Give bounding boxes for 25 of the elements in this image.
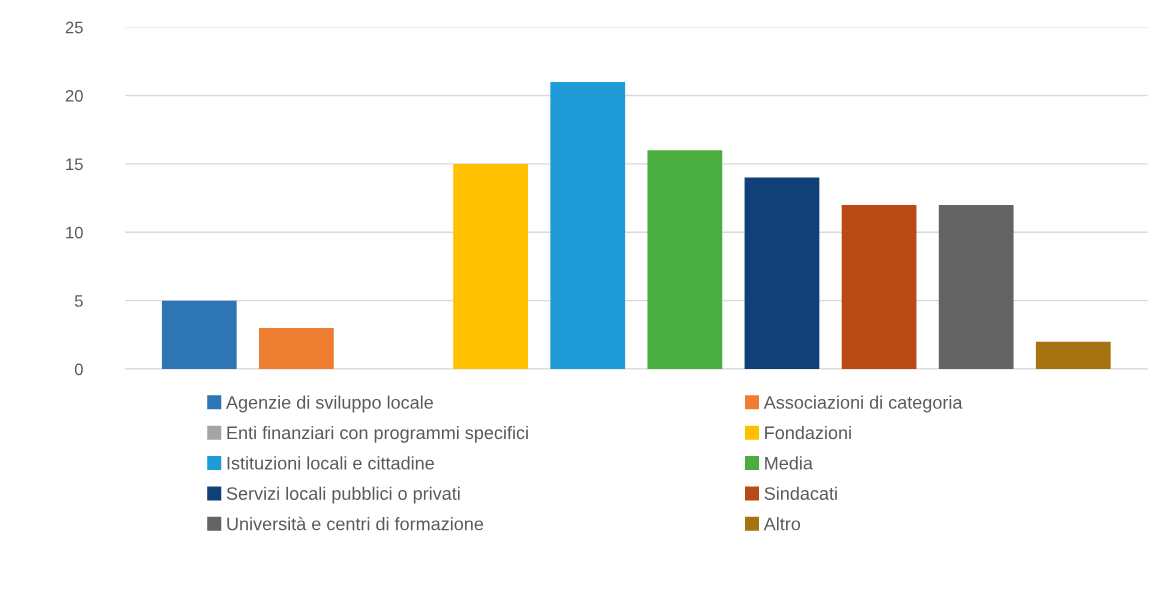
legend-label: Agenzie di sviluppo locale [226, 395, 433, 413]
y-tick-label: 15 [66, 158, 83, 171]
legend-label: Istituzioni locali e cittadine [227, 456, 434, 470]
legend-label: Università e centri di formazione [227, 516, 484, 531]
legend-label: Associazioni di categoria [763, 395, 963, 413]
bar [938, 204, 1014, 370]
bar [453, 163, 529, 370]
bar [647, 150, 723, 370]
bar [841, 204, 917, 370]
y-tick-label: 5 [74, 295, 83, 307]
y-tick-label: 10 [66, 226, 83, 239]
y-tick-label: 25 [65, 21, 83, 34]
y-tick-label: 20 [65, 89, 83, 102]
bar [744, 177, 820, 370]
bar [161, 300, 237, 370]
bar [550, 81, 626, 370]
legend-label: Enti finanziari con programmi specifici [227, 425, 528, 443]
legend-label: Media [765, 456, 813, 470]
bar [259, 328, 334, 370]
y-tick-label: 0 [74, 363, 83, 376]
bar [1035, 341, 1111, 370]
legend-label: Fondazioni [765, 425, 851, 440]
legend-label: Servizi locali pubblici o privati [226, 486, 460, 504]
legend-label: Sindacati [764, 486, 837, 500]
legend-label: Altro [763, 517, 801, 531]
